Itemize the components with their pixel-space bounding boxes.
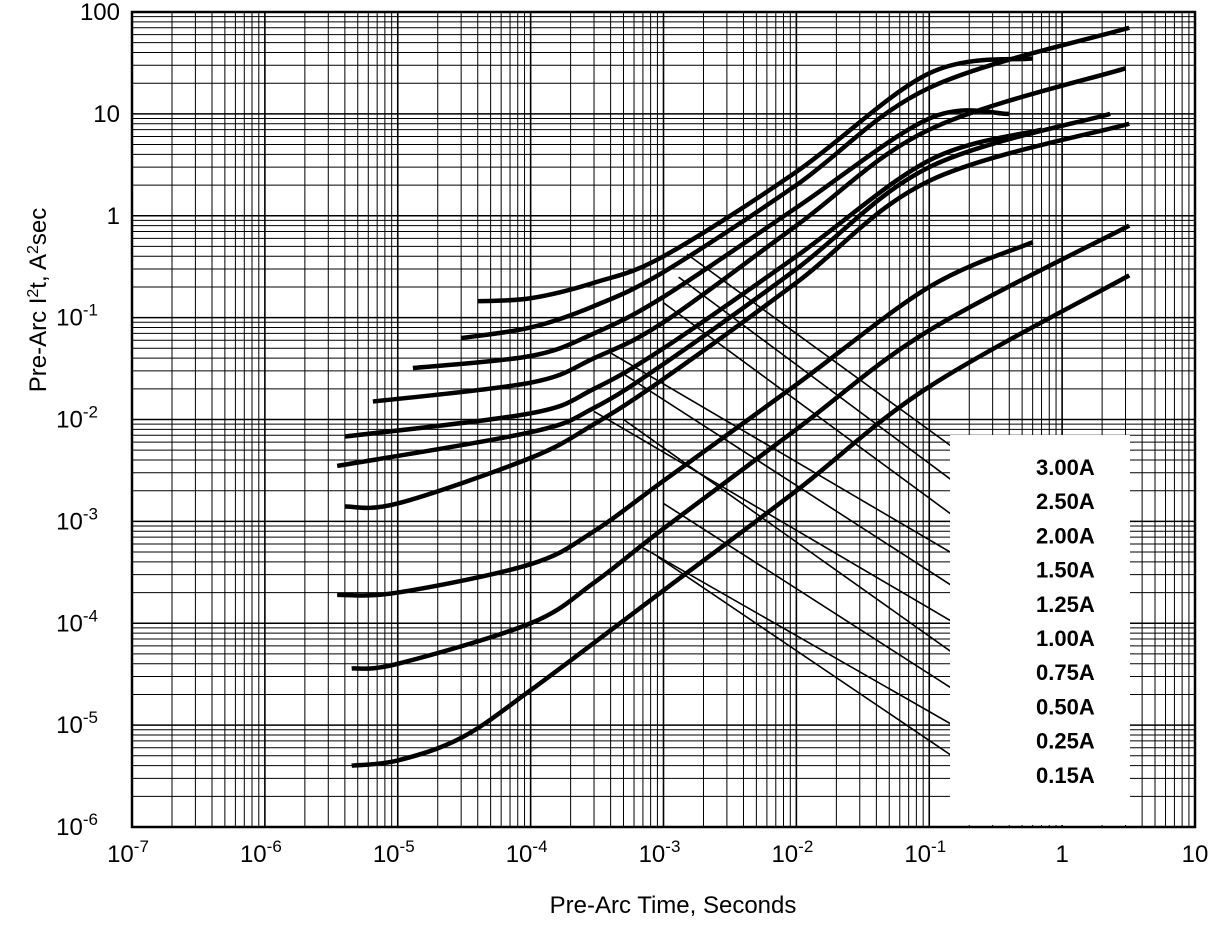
curve-series: [336, 25, 1131, 768]
x-tick-label: 10-7: [107, 837, 149, 868]
curve-0.25A: [351, 223, 1131, 671]
x-tick-label: 10-2: [771, 837, 813, 868]
legend: 3.00A 2.50A 2.00A 1.50A 1.25A 1.00A 0.75A 0.50A…: [950, 435, 1130, 825]
grid-lines: [131, 12, 1195, 828]
legend-label: 1.50A: [1036, 558, 1095, 583]
legend-panel: [950, 435, 1130, 825]
legend-label: 1.25A: [1036, 592, 1095, 617]
legend-label: 0.75A: [1036, 660, 1095, 685]
y-tick-label: 10-5: [56, 708, 98, 739]
x-tick-label: 10-3: [639, 837, 681, 868]
y-axis-title-sup2: 2: [25, 245, 42, 254]
plot-frame: [130, 10, 1197, 829]
curve-1.00A: [336, 111, 1111, 469]
legend-label: 0.50A: [1036, 694, 1095, 719]
y-axis-title-part1: Pre-Arc I: [25, 298, 52, 393]
x-tick-labels: 10-7 10-6 10-5 10-4 10-3 10-2 10-1 1 10: [107, 837, 1208, 868]
x-tick-label: 10-1: [904, 837, 946, 868]
y-tick-label: 10-1: [56, 301, 98, 332]
legend-label: 1.00A: [1036, 626, 1095, 651]
x-tick-label: 10: [1182, 841, 1209, 868]
legend-label: 2.50A: [1036, 489, 1095, 514]
curve-1.25A: [344, 127, 1043, 439]
legend-label: 3.00A: [1036, 455, 1095, 480]
y-axis-title-part2: t, A: [25, 254, 52, 289]
x-tick-label: 10-5: [373, 837, 415, 868]
y-tick-label: 100: [80, 0, 120, 26]
curve-0.75A: [344, 121, 1130, 511]
curve-0.15A: [351, 273, 1131, 768]
x-tick-label: 10-4: [506, 837, 548, 868]
y-tick-label: 10-4: [56, 606, 98, 637]
legend-label: 2.00A: [1036, 523, 1095, 548]
y-tick-label: 10-3: [56, 504, 98, 535]
curve-0.50A: [337, 240, 1034, 598]
y-tick-label: 10-2: [56, 403, 98, 434]
y-axis-title-part3: sec: [25, 208, 52, 245]
legend-label: 0.25A: [1036, 729, 1095, 754]
y-tick-label: 10-6: [56, 810, 98, 841]
y-tick-labels: 100 10 1 10-1 10-2 10-3 10-4 10-5 10-6: [56, 0, 120, 841]
x-tick-label: 10-6: [240, 837, 282, 868]
curve-2.00A: [412, 108, 1010, 371]
legend-label: 0.15A: [1036, 763, 1095, 788]
curve-1.50A: [372, 66, 1127, 404]
y-tick-label: 1: [107, 203, 120, 230]
y-axis-title-sup1: 2: [25, 289, 42, 298]
curve-2.50A: [460, 25, 1130, 341]
y-tick-label: 10: [93, 101, 120, 128]
x-axis-title: Pre-Arc Time, Seconds: [550, 892, 797, 919]
y-axis-title: Pre-Arc I2t, A2sec: [25, 208, 53, 393]
x-tick-label: 1: [1055, 841, 1068, 868]
curve-3.00A: [477, 56, 1033, 304]
